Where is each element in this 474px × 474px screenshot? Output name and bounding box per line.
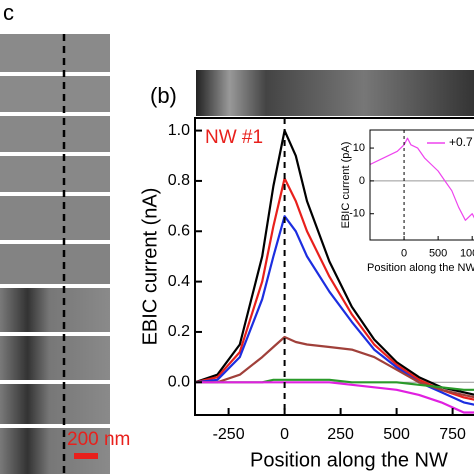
plots: 0.0 0.2 0.4 0.6 0.8 1.0 -250 0 250 500 750 EBIC cur… [139,117,474,471]
inset-bg [370,130,474,240]
x-tick-label: -250 [213,426,245,443]
axes-frame [194,117,474,416]
y-tick-label: 0.0 [168,373,190,390]
y-tick-label: 0 [359,175,365,187]
image-strip [0,76,110,112]
image-strip [0,288,110,332]
image-strip [0,116,110,152]
scale-bar [74,453,98,459]
y-tick-label: 0.4 [168,273,190,290]
image-strip [0,336,110,380]
x-tick-label: 500 [429,248,447,260]
panel-c: c 200 nm [0,0,130,474]
x-tick-label: 750 [439,426,466,443]
y-axis-label: EBIC current (pA) [340,142,352,229]
legend-label: +0.7 V [449,135,474,149]
y-tick-label: 1.0 [168,122,190,139]
image-strip [0,244,110,284]
x-tick-label: 0 [280,426,289,443]
data-line [194,129,474,396]
y-axis-label: EBIC current (nA) [139,188,161,346]
scale-bar-label: 200 nm [67,429,130,450]
x-axis-label: Position along the NW [367,262,474,274]
panel-label: c [3,0,14,25]
image-strip [0,156,110,192]
x-axis-label: Position along the NW [250,449,448,471]
axes-frame [369,129,474,241]
x-tick-label: 250 [327,426,354,443]
x-tick-label: 1000 [460,248,474,260]
image-strip [0,196,110,240]
data-line [194,215,474,406]
y-tick-label: 0.6 [168,222,190,239]
x-tick-label: 500 [383,426,410,443]
y-tick-label: 10 [353,142,365,154]
image-strip [0,384,110,424]
data-line [195,381,474,414]
image-strip [0,34,110,72]
y-tick-label: -10 [349,208,365,220]
sem-image [196,70,474,116]
data-line [194,177,474,401]
annotation: NW #1 [205,127,263,148]
x-tick-label: 0 [401,248,407,260]
y-tick-label: 0.2 [168,323,190,340]
panel-label: (b) [150,83,177,108]
image-strip [0,428,110,474]
data-line [369,137,474,221]
y-tick-label: 0.8 [168,172,190,189]
